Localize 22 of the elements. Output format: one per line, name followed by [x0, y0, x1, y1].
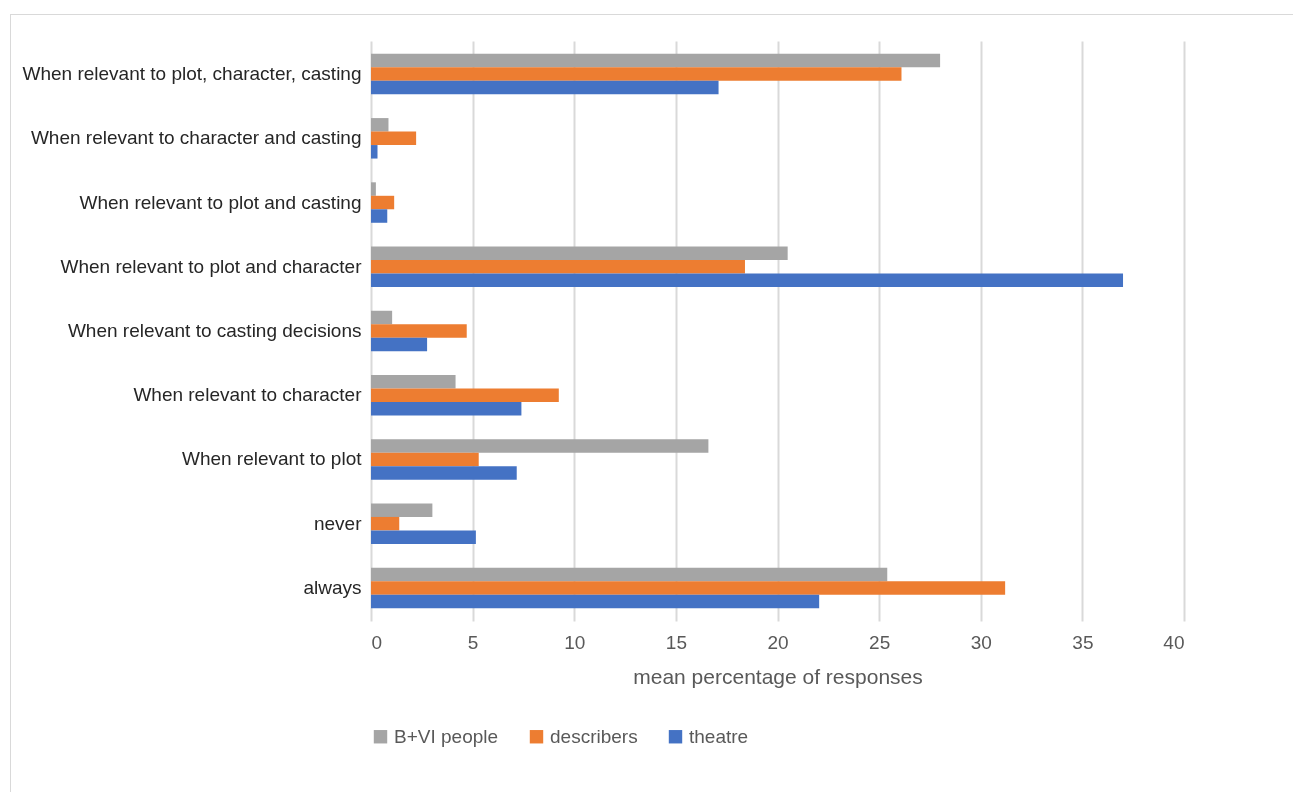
x-tick-label: 10	[564, 631, 586, 653]
x-tick-label: 25	[869, 631, 891, 653]
x-tick-label: 20	[767, 631, 789, 653]
x-tick-label: 0	[371, 631, 383, 653]
legend-label: theatre	[689, 725, 749, 747]
y-tick-label: When relevant to plot	[181, 448, 363, 470]
y-tick-label: When relevant to casting decisions	[67, 320, 362, 341]
y-tick-label: When relevant to plot and casting	[79, 191, 362, 213]
x-tick-label: 30	[970, 631, 992, 653]
legend-label: B+VI people	[394, 725, 499, 747]
y-tick-label: When relevant to plot, character, casting	[22, 63, 362, 85]
x-tick-label: 15	[665, 631, 687, 653]
y-tick-label: When relevant to character and casting	[30, 127, 362, 149]
x-tick-label: 5	[467, 631, 479, 653]
x-tick-label: 40	[1163, 631, 1185, 653]
x-tick-label: 35	[1072, 631, 1094, 653]
legend-label: describers	[550, 725, 638, 747]
y-tick-label: never	[313, 512, 363, 534]
x-axis-title: mean percentage of responses	[633, 664, 923, 688]
y-tick-label: When relevant to character	[133, 384, 363, 406]
y-tick-label: always	[303, 576, 362, 598]
y-tick-label: When relevant to plot and character	[60, 255, 363, 277]
